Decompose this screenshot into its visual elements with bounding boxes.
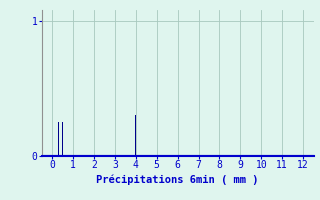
X-axis label: Précipitations 6min ( mm ): Précipitations 6min ( mm ): [96, 174, 259, 185]
Bar: [135, 115, 136, 156]
Bar: [58, 122, 59, 156]
Bar: [62, 122, 63, 156]
